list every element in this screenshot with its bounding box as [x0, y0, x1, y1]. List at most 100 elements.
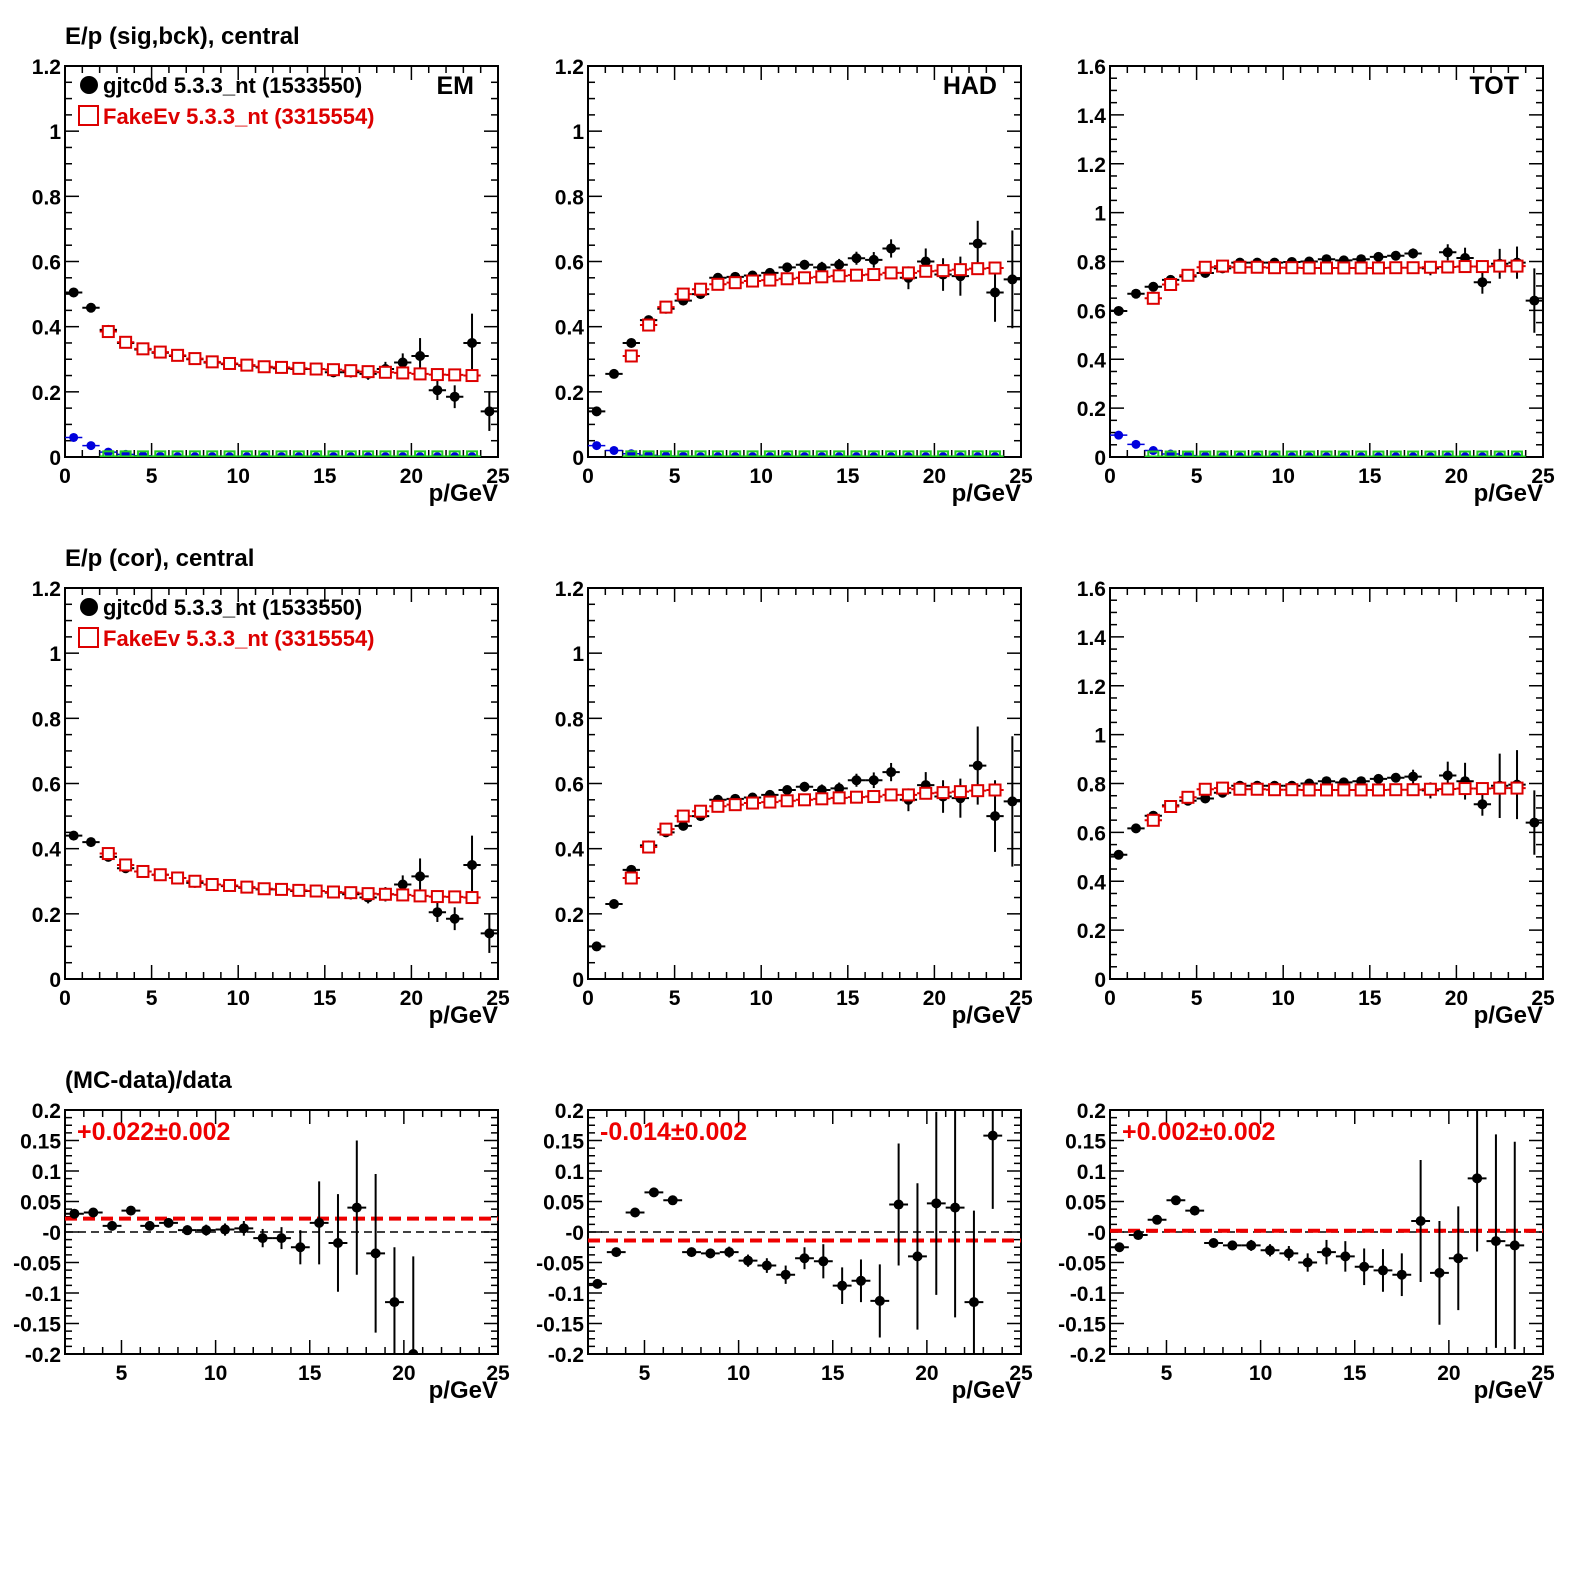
data-point: [1113, 305, 1124, 316]
data-point: [107, 1220, 118, 1231]
mc-point: [659, 822, 673, 836]
bkg-mc-point: [885, 450, 898, 457]
x-axis-label: p/GeV: [952, 480, 1021, 507]
bkg-mc-point: [1251, 450, 1264, 457]
y-tick-label: -0: [565, 1222, 584, 1245]
y-tick-label: 0.6: [555, 774, 584, 797]
mc-point: [361, 365, 375, 379]
series-group: [65, 287, 498, 457]
bkg-mc-point: [1233, 450, 1246, 457]
mc-point: [396, 888, 410, 902]
y-tick-label: 0.2: [555, 1100, 584, 1123]
mc-point: [1233, 260, 1247, 274]
x-tick-label: 15: [1358, 987, 1382, 1010]
mc-point: [465, 891, 479, 905]
data-point: [1373, 773, 1384, 784]
y-tick-label: 0.8: [1077, 774, 1107, 797]
data-point: [415, 350, 426, 361]
data-point: [990, 811, 1001, 822]
data-point: [950, 1202, 961, 1213]
y-tick-label: 1.6: [1077, 578, 1106, 601]
mc-point: [465, 369, 479, 383]
y-tick-label: 1.4: [1077, 105, 1107, 128]
x-tick-label: 0: [582, 987, 594, 1010]
y-tick-label: 0.1: [555, 1161, 585, 1184]
bkg-mc-point: [625, 450, 638, 457]
bkg-mc-point: [1268, 450, 1281, 457]
data-point: [238, 1223, 249, 1234]
x-tick-label: 25: [1009, 987, 1033, 1010]
bkg-mc-point: [448, 450, 461, 457]
legend-data-label: gjtc0d 5.3.3_nt (1533550): [103, 595, 362, 620]
mc-point: [936, 786, 950, 800]
mc-point: [1475, 782, 1489, 796]
y-tick-label: -0.1: [25, 1283, 62, 1306]
mc-point: [988, 261, 1002, 275]
mc-point: [1510, 259, 1524, 273]
data-point: [931, 1198, 942, 1209]
bkg-mc-point: [1355, 450, 1368, 457]
data-point: [1396, 1269, 1407, 1280]
mc-point: [1216, 781, 1230, 795]
x-tick-label: 20: [400, 465, 423, 488]
data-point: [276, 1233, 287, 1244]
panel-cor-had: 0 5 10 15 20 25p/GeV 0 0.2 0.4 0.6 0.8 1 1.2: [555, 578, 1033, 1029]
data-point: [816, 262, 827, 273]
y-tick-label: 0.15: [1065, 1131, 1106, 1154]
x-tick-label: 10: [727, 1362, 750, 1385]
mc-point: [642, 318, 656, 332]
data-point: [408, 1349, 419, 1354]
bkg-data-point: [592, 441, 602, 451]
mc-point: [448, 368, 462, 382]
mc-point: [119, 335, 133, 349]
mc-point: [1389, 783, 1403, 797]
legend-mc-marker: [78, 627, 99, 648]
x-tick-label: 20: [1437, 1362, 1460, 1385]
data-point: [125, 1205, 136, 1216]
y-tick-label: -0.15: [536, 1314, 584, 1337]
mc-point: [1181, 268, 1195, 282]
bkg-mc-point: [1424, 450, 1437, 457]
mc-point: [867, 790, 881, 804]
series-group: [588, 726, 1021, 952]
x-axis-label: p/GeV: [1474, 480, 1543, 507]
data-point: [1453, 1253, 1464, 1264]
mc-point: [676, 287, 690, 301]
bkg-mc-point: [1337, 450, 1350, 457]
data-point: [912, 1251, 923, 1262]
data-point: [449, 913, 460, 924]
series-group: [1110, 1110, 1525, 1350]
data-point: [920, 256, 931, 267]
y-tick-label: 1.2: [555, 578, 584, 601]
y-tick-label: 1.2: [32, 578, 61, 601]
y-tick-label: 1: [572, 121, 584, 144]
mc-point: [344, 886, 358, 900]
y-tick-label: 0: [572, 969, 584, 992]
bkg-mc-point: [954, 450, 967, 457]
y-tick-label: 0.2: [32, 904, 61, 927]
y-tick-label: 0: [49, 447, 61, 470]
bkg-mc-point: [188, 450, 201, 457]
x-tick-label: 25: [486, 1362, 510, 1385]
y-tick-label: 0: [1094, 447, 1106, 470]
panel-sig-had: 0 5 10 15 20 25p/GeV 0 0.2 0.4 0.6 0.8 1 1.2 HAD: [555, 56, 1033, 507]
mc-point: [1406, 261, 1420, 275]
mc-point: [1458, 260, 1472, 274]
series-group: [588, 220, 1021, 457]
data-point: [868, 254, 879, 265]
mc-point: [101, 325, 115, 339]
mc-point: [884, 788, 898, 802]
data-point: [182, 1225, 193, 1236]
data-point: [1227, 1240, 1238, 1251]
panel-tag: EM: [437, 72, 475, 100]
data-point: [1529, 295, 1540, 306]
mc-point: [988, 783, 1002, 797]
y-tick-label: -0.1: [1070, 1283, 1107, 1306]
data-point: [1189, 1205, 1200, 1216]
mc-point: [378, 887, 392, 901]
y-tick-label: -0.2: [25, 1344, 61, 1367]
bkg-mc-point: [154, 450, 167, 457]
bkg-mc-point: [1493, 450, 1506, 457]
data-point: [484, 406, 495, 417]
mc-point: [1146, 813, 1160, 827]
